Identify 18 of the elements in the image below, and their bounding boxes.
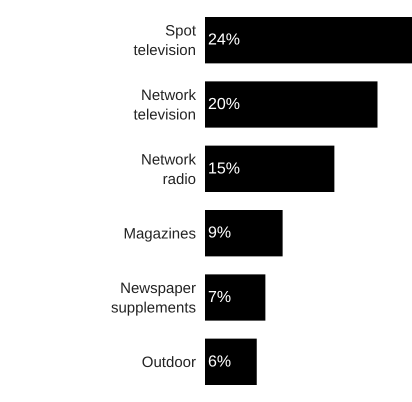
data-label: 7% [208,289,232,306]
bar [205,338,257,385]
bar [205,210,283,256]
bar [205,81,378,128]
y-tick-label: Network television [133,87,196,124]
data-label: 9% [208,224,232,242]
bar [205,17,412,64]
y-tick-label: Network radio [140,151,196,188]
bar [205,146,334,192]
y-tick-label: Magazines [123,225,196,242]
data-label: 6% [208,353,232,370]
data-label: 20% [208,96,240,113]
y-tick-label: Outdoor [142,354,196,372]
y-tick-label: Newspaper supplements [110,280,196,316]
bar [205,274,266,321]
y-tick-label: Spot television [133,22,197,60]
data-label: 24% [208,32,240,49]
data-label: 15% [208,160,240,178]
